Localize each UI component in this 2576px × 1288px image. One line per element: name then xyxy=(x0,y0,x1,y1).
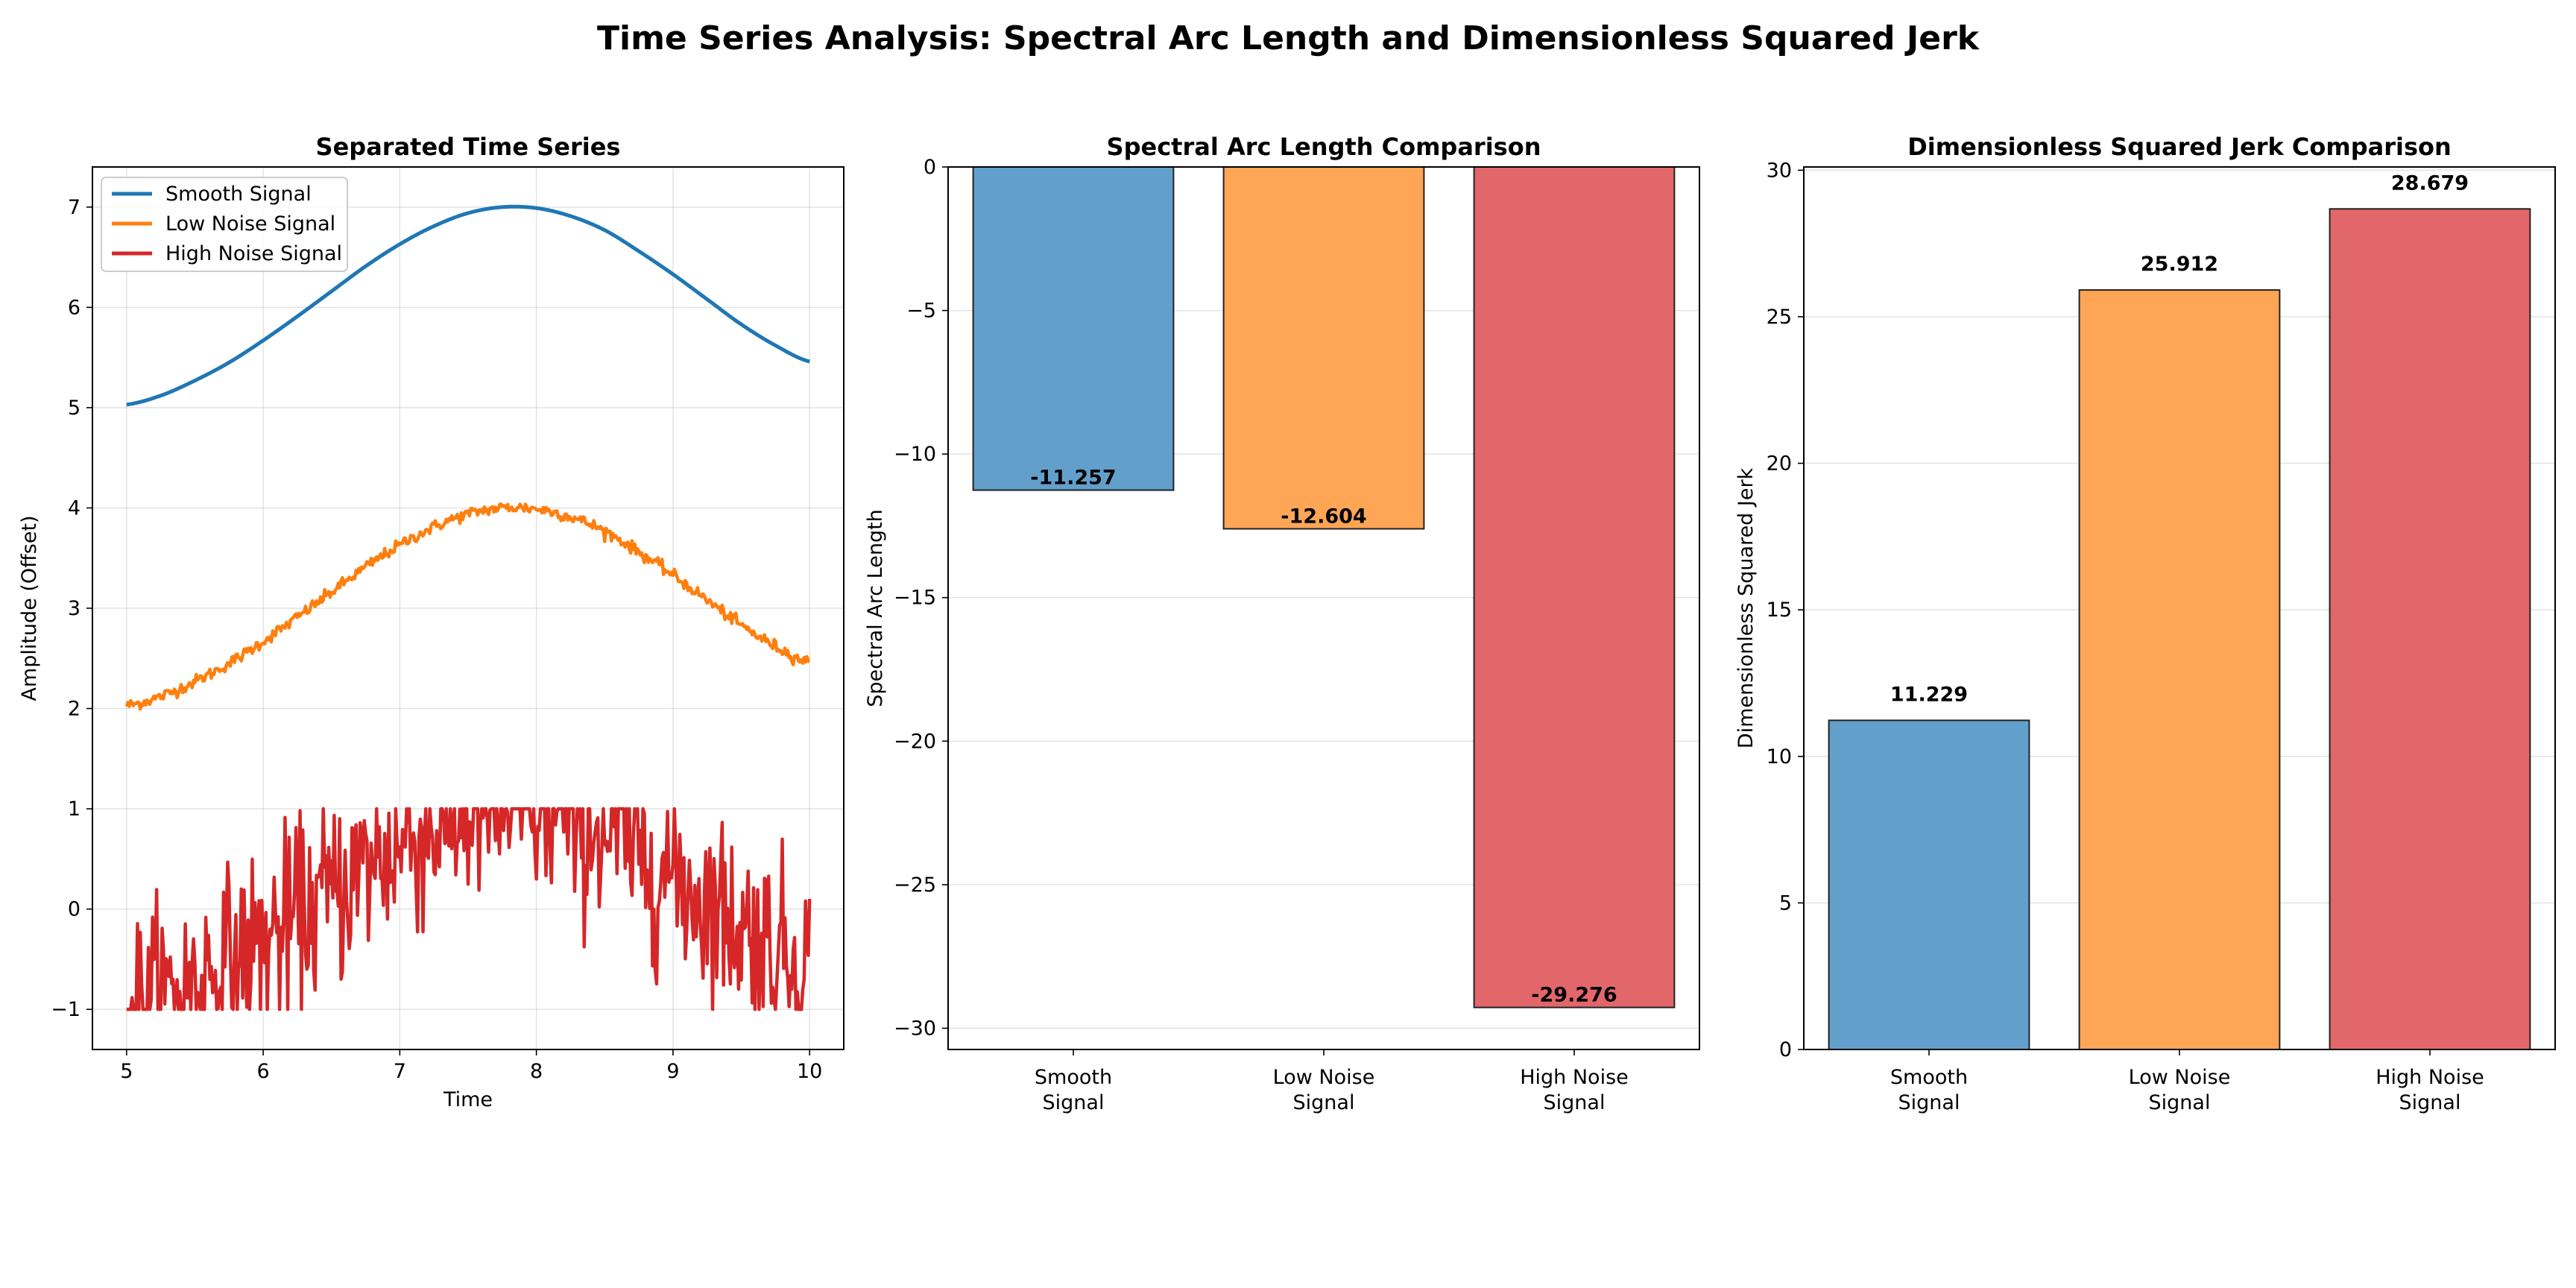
time-series-xlabel: Time xyxy=(443,1088,493,1111)
spectral-arc-length-bars: -11.257 -12.604 -29.276 xyxy=(972,166,1676,1008)
y-tick-label: −25 xyxy=(894,874,936,897)
time-series-ylabel: Amplitude (Offset) xyxy=(18,515,41,701)
squared-jerk-bars: 11.229 25.912 28.679 xyxy=(1828,171,2531,1050)
bar-low-noise xyxy=(2078,289,2281,1050)
x-tick-label: High Noise xyxy=(1520,1066,1629,1089)
y-tick-label: 0 xyxy=(1779,1038,1792,1061)
x-tick-label: 6 xyxy=(256,1060,269,1083)
legend-label-smooth: Smooth Signal xyxy=(165,183,312,206)
y-tick-label: −15 xyxy=(894,587,936,610)
legend-label-low-noise: Low Noise Signal xyxy=(165,212,335,236)
x-tick-label: Signal xyxy=(2399,1091,2461,1114)
spectral-arc-length-ylabel: Spectral Arc Length xyxy=(864,509,887,707)
bar-smooth xyxy=(1828,719,2030,1050)
time-series-ticks: 5 6 7 8 9 10 −1 0 1 2 3 4 5 6 7 xyxy=(51,196,822,1083)
legend-label-high-noise: High Noise Signal xyxy=(165,242,342,265)
y-tick-label: −10 xyxy=(894,443,936,466)
y-tick-label: 20 xyxy=(1767,452,1792,476)
y-tick-label: 30 xyxy=(1767,159,1792,182)
series-line-smooth xyxy=(126,204,810,407)
time-series-title: Separated Time Series xyxy=(316,133,621,161)
bar-high-noise xyxy=(1473,166,1676,1008)
bar-value-label: 11.229 xyxy=(1890,683,1968,706)
x-tick-label: 7 xyxy=(394,1060,406,1083)
bar-smooth xyxy=(972,166,1175,491)
y-tick-label: −1 xyxy=(51,998,80,1021)
y-tick-label: 0 xyxy=(68,898,80,921)
x-tick-label: 5 xyxy=(120,1060,133,1083)
x-tick-label: Smooth xyxy=(1890,1066,1968,1089)
y-tick-label: 5 xyxy=(1779,891,1792,915)
y-tick-label: 2 xyxy=(68,698,80,721)
bar-low-noise xyxy=(1222,166,1425,530)
x-tick-label: Signal xyxy=(2149,1091,2211,1114)
x-tick-label: 9 xyxy=(666,1060,679,1083)
series-line-low-noise xyxy=(124,502,810,711)
x-tick-label: Signal xyxy=(1043,1091,1105,1114)
y-tick-label: 4 xyxy=(68,496,80,520)
x-tick-label: Low Noise xyxy=(1273,1066,1375,1089)
spectral-arc-length-panel: Spectral Arc Length Comparison -11.257-1… xyxy=(864,133,1700,1114)
y-tick-label: 15 xyxy=(1767,599,1792,622)
y-tick-label: −5 xyxy=(906,300,936,323)
bar-value-label: -29.276 xyxy=(1531,984,1617,1007)
figure-title: Time Series Analysis: Spectral Arc Lengt… xyxy=(597,19,1980,57)
series-line-high-noise xyxy=(126,806,812,1011)
y-tick-label: 3 xyxy=(68,597,80,620)
time-series-legend: Smooth Signal Low Noise Signal High Nois… xyxy=(101,177,348,272)
y-tick-label: 0 xyxy=(924,156,936,179)
x-tick-label: Low Noise xyxy=(2129,1066,2231,1089)
time-series-panel: Separated Time Series 5 6 7 8 9 10−101234567 … xyxy=(18,133,845,1111)
x-tick-label: Signal xyxy=(1898,1091,1960,1114)
squared-jerk-panel: Dimensionless Squared Jerk Comparison 11… xyxy=(1734,133,2556,1114)
legend-box xyxy=(101,177,348,272)
y-tick-label: 7 xyxy=(68,196,80,219)
bar-value-label: -11.257 xyxy=(1030,467,1116,490)
squared-jerk-ylabel: Dimensionless Squared Jerk xyxy=(1734,467,1758,748)
x-tick-label: Signal xyxy=(1293,1091,1355,1114)
bar-value-label: 25.912 xyxy=(2141,253,2218,276)
y-tick-label: 25 xyxy=(1767,306,1792,329)
bar-value-label: 28.679 xyxy=(2391,171,2469,195)
y-tick-label: 10 xyxy=(1767,745,1792,768)
time-series-lines xyxy=(124,204,812,1011)
y-tick-label: 1 xyxy=(68,798,80,821)
bar-value-label: -12.604 xyxy=(1281,505,1366,528)
spectral-arc-length-title: Spectral Arc Length Comparison xyxy=(1107,133,1541,161)
y-tick-label: −30 xyxy=(894,1017,936,1040)
squared-jerk-title: Dimensionless Squared Jerk Comparison xyxy=(1907,133,2452,161)
x-tick-label: Smooth xyxy=(1035,1066,1112,1089)
x-tick-label: Signal xyxy=(1544,1091,1606,1114)
y-tick-label: 5 xyxy=(68,397,80,420)
y-tick-label: 6 xyxy=(68,296,80,319)
x-tick-label: 10 xyxy=(797,1060,822,1083)
bar-high-noise xyxy=(2329,208,2531,1050)
y-tick-label: −20 xyxy=(894,730,936,753)
x-tick-label: 8 xyxy=(530,1060,543,1083)
x-tick-label: High Noise xyxy=(2375,1066,2484,1089)
